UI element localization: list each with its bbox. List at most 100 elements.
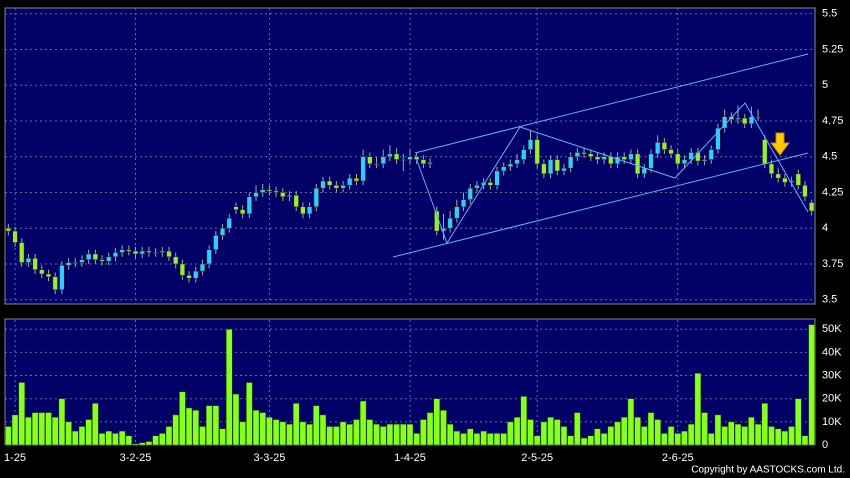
candle-body [79,259,85,263]
volume-bar [473,433,481,446]
volume-bar [266,416,273,446]
candle-body [286,195,293,198]
volume-bar [681,430,688,446]
candle-body [199,263,206,272]
volume-bar [38,412,46,446]
y-tick-label: 5 [822,79,828,91]
volume-bar [192,410,200,446]
x-tick-label: 1-4-25 [394,452,426,464]
candle-body [159,250,165,253]
candle-body [119,249,125,253]
candle-body [594,156,601,160]
volume-bar [560,426,568,446]
candle-body [373,163,380,166]
volume-bar [554,419,561,446]
mark-layer [5,105,815,446]
volume-bar [379,426,387,446]
volume-bar [661,433,668,446]
volume-bar [353,419,360,446]
candle-body [768,163,775,175]
volume-bar [620,416,628,446]
candle-body [614,156,621,165]
volume-bar [339,421,347,446]
candle-body [541,163,547,175]
y-tick-label: 0 [822,439,828,451]
candle-body [112,252,119,258]
candle-body [186,275,192,279]
zigzag [414,102,809,245]
volume-bar [333,426,340,446]
candle-body [280,192,286,198]
candle-body [447,217,453,229]
signal-arrow [770,132,790,156]
volume-bar [92,403,99,446]
candle-body [306,206,313,215]
candle-body [501,166,507,172]
candle-body [253,192,259,198]
volume-bar [205,405,213,446]
volume-bar [219,428,226,446]
volume-bar [547,416,554,446]
candle-body [340,185,346,189]
volume-bar [239,421,246,446]
candle-body [166,250,172,258]
candle-body [527,139,534,150]
volume-bar [105,430,113,446]
candle-body [233,206,239,210]
candle-body [206,249,212,265]
volume-bar [31,412,39,446]
volume-bar [152,435,159,446]
volume-bar [701,412,708,446]
candle-body [313,187,319,208]
candle-body [427,162,433,165]
y-tick-label: 4.25 [822,186,843,198]
y-tick-label: 30K [822,369,842,381]
volume-bar [754,423,762,446]
x-tick-label: 2-6-25 [662,452,694,464]
volume-bar [306,423,313,446]
y-tick-label: 3.5 [822,294,837,306]
candle-body [755,116,761,118]
volume-bar [687,423,695,446]
volume-bar [493,433,501,446]
volume-bar [734,423,742,446]
volume-bar [259,412,266,446]
candle-body [132,250,139,255]
candle-body [554,159,560,172]
candle-body [52,276,58,290]
y-tick-label: 4.5 [822,151,837,163]
volume-bar [761,403,769,446]
volume-bar [179,391,186,446]
volume-bar [212,405,220,446]
candle-body [45,273,52,278]
volume-bar [594,428,601,446]
candle-body [387,153,393,157]
candle-body [742,117,748,125]
volume-bar [72,430,79,446]
candle-body [621,156,627,160]
volume-bar [801,435,809,446]
candle-body [487,182,493,186]
volume-bar [346,423,354,446]
volume-bar [326,426,333,446]
candle-body [507,163,514,167]
candle-body [99,259,105,262]
candle-body [72,262,78,264]
volume-bar [574,412,581,446]
candle-body [126,249,132,252]
volume-bar [741,426,748,446]
candle-body [400,159,406,161]
volume-bar [319,414,327,446]
channel-upper [414,53,809,154]
volume-bar [487,433,494,446]
candle-body [474,185,480,189]
candle-body [735,117,741,120]
volume-bar [138,442,146,446]
volume-bar [165,426,173,446]
volume-bar [132,443,139,446]
volume-bar [386,423,394,446]
candle-body [561,167,567,172]
volume-bar [78,426,86,446]
candle-body [715,127,721,150]
y-tick-label: 10K [822,416,842,428]
